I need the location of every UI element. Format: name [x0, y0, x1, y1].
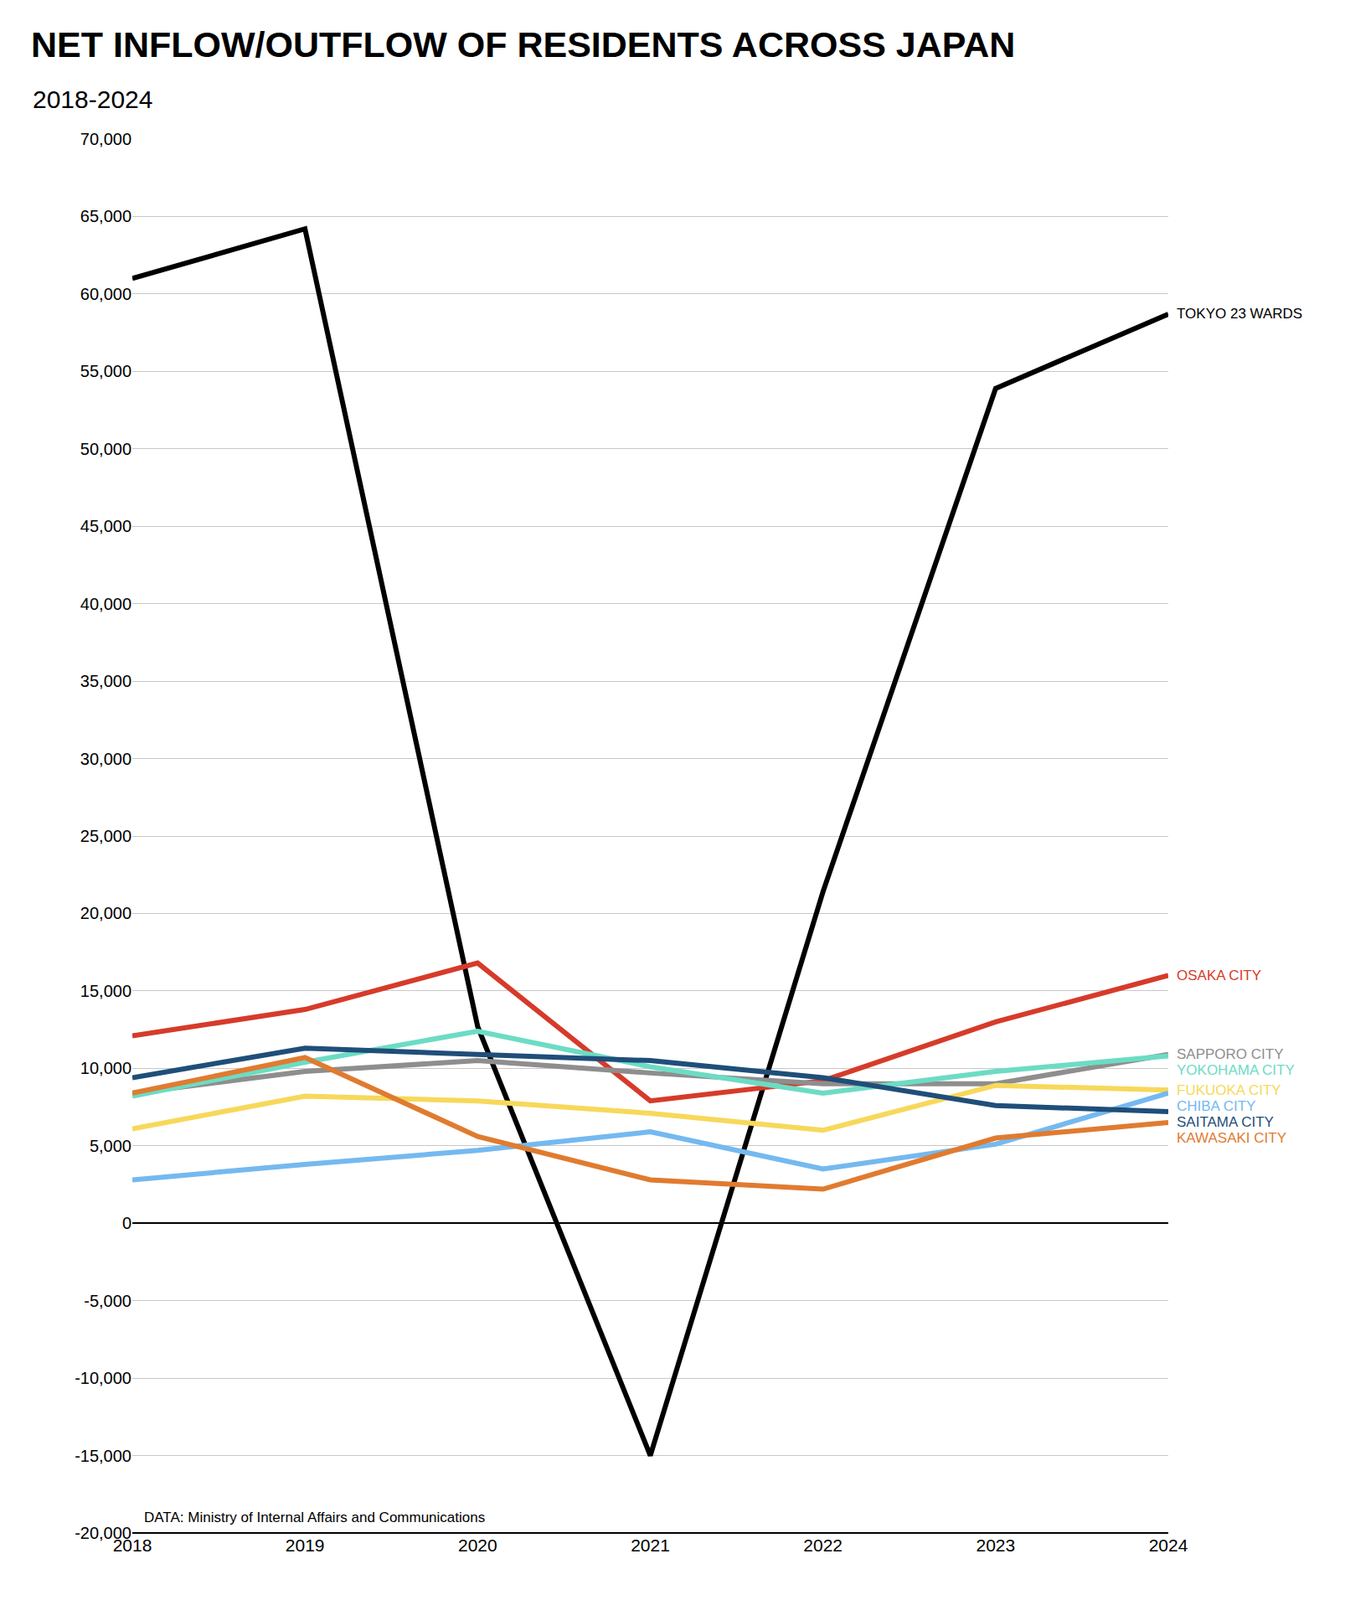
svg-text:2023: 2023: [975, 1535, 1016, 1555]
svg-text:OSAKA CITY: OSAKA CITY: [1176, 967, 1262, 984]
svg-text:70,000: 70,000: [80, 129, 132, 149]
svg-text:TOKYO 23 WARDS: TOKYO 23 WARDS: [1176, 305, 1303, 322]
svg-text:-5,000: -5,000: [83, 1291, 132, 1310]
svg-text:60,000: 60,000: [80, 284, 132, 304]
svg-text:25,000: 25,000: [80, 826, 132, 846]
svg-text:DATA: Ministry of Internal Aff: DATA: Ministry of Internal Affairs and C…: [144, 1509, 485, 1526]
svg-text:10,000: 10,000: [80, 1058, 132, 1078]
svg-text:YOKOHAMA CITY: YOKOHAMA CITY: [1176, 1061, 1295, 1078]
svg-text:FUKUOKA CITY: FUKUOKA CITY: [1176, 1082, 1282, 1098]
svg-text:SAITAMA CITY: SAITAMA CITY: [1176, 1113, 1274, 1130]
svg-text:-10,000: -10,000: [74, 1368, 132, 1387]
svg-text:KAWASAKI CITY: KAWASAKI CITY: [1176, 1129, 1287, 1146]
svg-text:5,000: 5,000: [89, 1136, 132, 1155]
svg-text:45,000: 45,000: [80, 516, 132, 536]
svg-text:2019: 2019: [285, 1535, 325, 1555]
svg-text:2020: 2020: [458, 1535, 498, 1555]
svg-text:CHIBA CITY: CHIBA CITY: [1176, 1097, 1256, 1114]
svg-text:0: 0: [122, 1213, 132, 1232]
svg-text:50,000: 50,000: [80, 439, 132, 459]
svg-text:-20,000: -20,000: [74, 1523, 132, 1542]
svg-text:-15,000: -15,000: [74, 1446, 132, 1465]
svg-text:SAPPORO CITY: SAPPORO CITY: [1176, 1046, 1284, 1062]
svg-text:65,000: 65,000: [80, 206, 132, 226]
svg-text:40,000: 40,000: [80, 594, 132, 614]
svg-text:55,000: 55,000: [80, 361, 132, 381]
svg-text:NET INFLOW/OUTFLOW OF RESIDENT: NET INFLOW/OUTFLOW OF RESIDENTS ACROSS J…: [30, 24, 1016, 65]
svg-text:20,000: 20,000: [80, 903, 132, 923]
svg-text:30,000: 30,000: [80, 749, 132, 768]
svg-text:2018-2024: 2018-2024: [32, 85, 153, 114]
svg-text:2024: 2024: [1149, 1535, 1189, 1555]
svg-text:2018: 2018: [113, 1535, 153, 1555]
svg-text:35,000: 35,000: [80, 671, 132, 691]
svg-text:15,000: 15,000: [80, 981, 132, 1000]
svg-text:2021: 2021: [630, 1535, 670, 1555]
svg-text:2022: 2022: [803, 1535, 843, 1555]
